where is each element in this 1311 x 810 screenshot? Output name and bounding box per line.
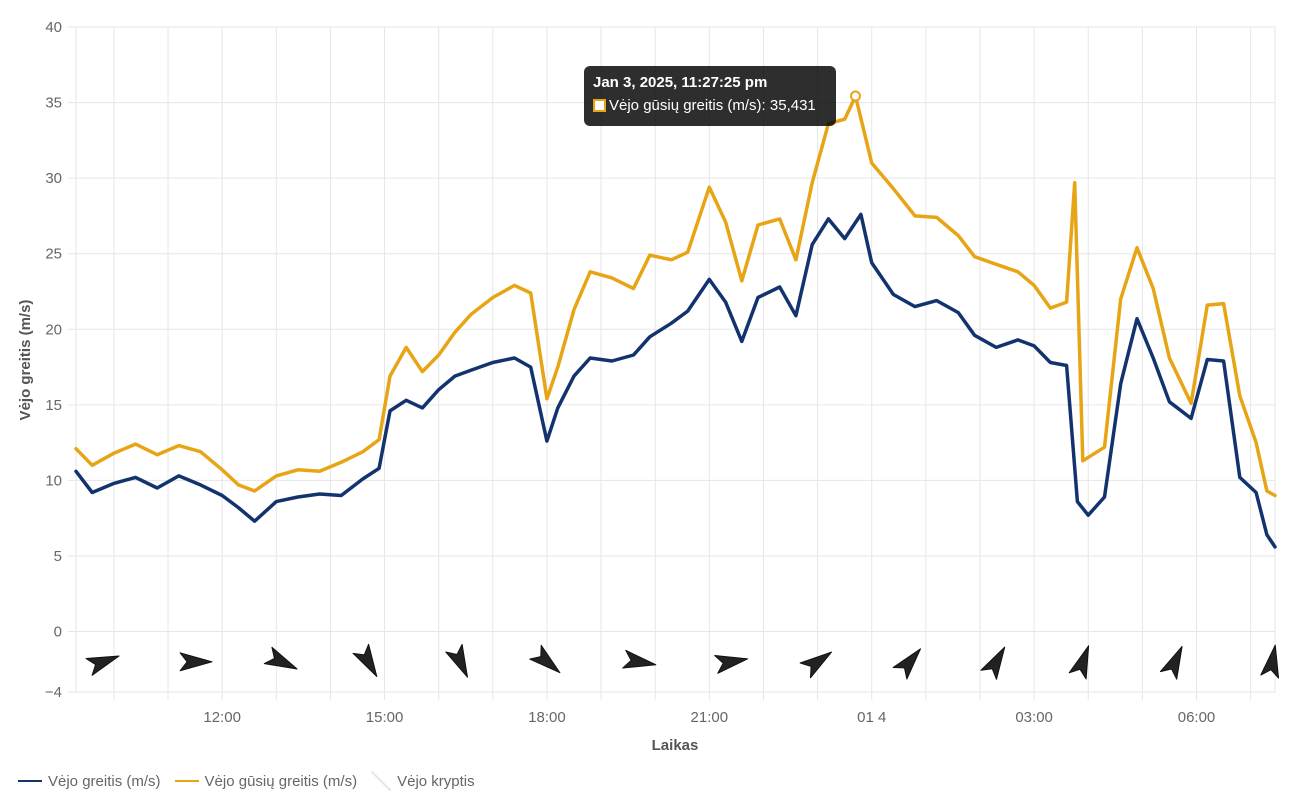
wind-arrow <box>892 648 922 680</box>
legend-label-gust-speed: Vėjo gūsių greitis (m/s) <box>204 772 358 790</box>
legend-label-wind-direction: Vėjo kryptis <box>397 772 475 790</box>
legend-item-wind-speed[interactable]: Vėjo greitis (m/s) <box>18 773 161 790</box>
wind-arrow <box>799 651 833 679</box>
wind-arrow <box>622 649 657 669</box>
y-tick-label: 0 <box>54 624 62 641</box>
legend-label-wind-speed: Vėjo greitis (m/s) <box>48 772 161 790</box>
legend-swatch-gust-speed <box>174 780 199 782</box>
grid-lines <box>68 26 1276 700</box>
legend-swatch-wind-direction <box>371 771 392 791</box>
wind-arrow <box>714 655 749 674</box>
x-axis-title: Laikas <box>652 737 699 754</box>
tooltip-label: Vėjo gūsių greitis (m/s): 35,431 <box>609 97 816 114</box>
y-tick-label: 40 <box>45 19 62 36</box>
wind-arrow <box>445 643 468 678</box>
x-tick-label: 15:00 <box>366 709 404 726</box>
y-tick-label: 5 <box>54 548 62 565</box>
series-lines <box>74 94 1277 549</box>
y-tick-label: 30 <box>45 170 62 187</box>
y-tick-label: 10 <box>45 472 62 489</box>
gust-speed-line[interactable] <box>74 94 1277 498</box>
legend-item-wind-direction[interactable]: Vėjo kryptis <box>371 771 475 791</box>
wind-arrow <box>352 643 378 678</box>
tooltip-point[interactable] <box>849 90 861 102</box>
wind-arrow <box>263 646 298 670</box>
legend-item-gust-speed[interactable]: Vėjo gūsių greitis (m/s) <box>174 772 358 790</box>
wind-speed-line[interactable] <box>74 212 1277 549</box>
x-axis-ticks: 12:00 15:00 18:00 21:00 01 4 03:00 06:00 <box>203 709 1215 726</box>
wind-arrow <box>1260 644 1280 679</box>
wind-chart[interactable]: 40 35 30 25 20 15 10 5 0 −4 12:00 15:00 18:00 21:00 0… <box>0 0 1311 760</box>
wind-direction-arrows <box>85 643 1280 680</box>
plot-border <box>75 26 1276 693</box>
tooltip-marker <box>849 90 861 102</box>
y-axis-title: Vėjo greitis (m/s) <box>17 300 34 421</box>
y-tick-label: 15 <box>45 397 62 414</box>
x-tick-label: 18:00 <box>528 709 566 726</box>
y-tick-label: 25 <box>45 246 62 263</box>
wind-arrow <box>980 646 1006 680</box>
x-tick-label: 01 4 <box>857 709 886 726</box>
y-axis-ticks: 40 35 30 25 20 15 10 5 0 −4 <box>45 19 62 701</box>
chart-legend: Vėjo greitis (m/s) Vėjo gūsių greitis (m… <box>18 771 489 791</box>
tooltip-swatch <box>593 99 606 112</box>
x-tick-label: 03:00 <box>1015 709 1053 726</box>
legend-swatch-wind-speed <box>18 780 42 782</box>
data-tooltip: Jan 3, 2025, 11:27:25 pm Vėjo gūsių grei… <box>584 66 836 126</box>
tooltip-row: Vėjo gūsių greitis (m/s): 35,431 <box>593 97 827 114</box>
tooltip-title: Jan 3, 2025, 11:27:25 pm <box>593 74 768 91</box>
x-tick-label: 06:00 <box>1178 709 1216 726</box>
x-tick-label: 21:00 <box>691 709 729 726</box>
wind-arrow <box>529 644 561 674</box>
x-tick-label: 12:00 <box>203 709 241 726</box>
y-tick-label: 35 <box>45 95 62 112</box>
wind-arrow <box>85 655 120 676</box>
y-tick-label: −4 <box>45 684 62 701</box>
y-tick-label: 20 <box>45 321 62 338</box>
wind-arrow <box>179 652 213 672</box>
wind-arrow <box>1068 645 1090 680</box>
wind-arrow <box>1159 645 1183 680</box>
